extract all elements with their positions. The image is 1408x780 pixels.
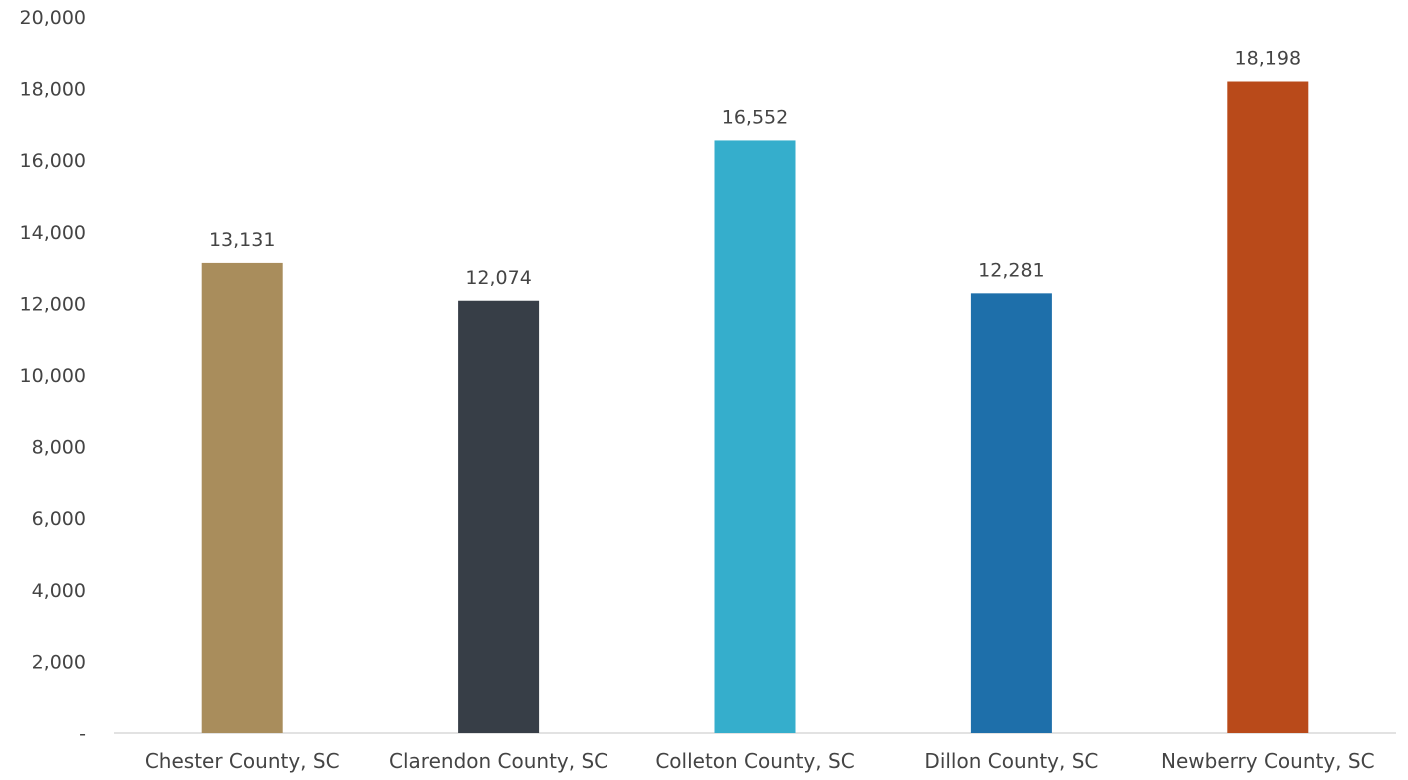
bar — [714, 140, 796, 733]
bars — [201, 81, 1309, 733]
data-label: 18,198 — [1235, 48, 1301, 70]
x-tick-label: Colleton County, SC — [655, 749, 854, 773]
data-label: 12,281 — [978, 259, 1044, 281]
x-axis: Chester County, SC Clarendon County, SC Co… — [145, 749, 1375, 773]
data-label: 12,074 — [465, 267, 531, 289]
data-label: 16,552 — [722, 106, 788, 128]
data-labels: 13,131 12,074 16,552 12,281 18,198 — [209, 48, 1301, 289]
y-tick-label: 6,000 — [32, 508, 86, 530]
x-tick-label: Clarendon County, SC — [389, 749, 608, 773]
y-tick-label: 8,000 — [32, 437, 86, 459]
y-tick-label: 2,000 — [32, 651, 86, 673]
y-tick-label: 12,000 — [20, 293, 86, 315]
x-tick-label: Chester County, SC — [145, 749, 340, 773]
bar — [1227, 81, 1309, 733]
y-tick-label: - — [79, 723, 86, 745]
data-label: 13,131 — [209, 229, 275, 251]
bar — [201, 262, 283, 733]
x-tick-label: Dillon County, SC — [924, 749, 1098, 773]
bar — [970, 293, 1052, 733]
y-tick-label: 10,000 — [20, 365, 86, 387]
x-tick-label: Newberry County, SC — [1161, 749, 1375, 773]
bar — [458, 300, 540, 733]
y-tick-label: 16,000 — [20, 150, 86, 172]
y-tick-label: 18,000 — [20, 79, 86, 101]
y-tick-label: 20,000 — [20, 7, 86, 29]
y-tick-label: 14,000 — [20, 222, 86, 244]
y-tick-label: 4,000 — [32, 580, 86, 602]
y-axis: - 2,000 4,000 6,000 8,000 10,000 12,000 14,000 1… — [20, 7, 86, 745]
